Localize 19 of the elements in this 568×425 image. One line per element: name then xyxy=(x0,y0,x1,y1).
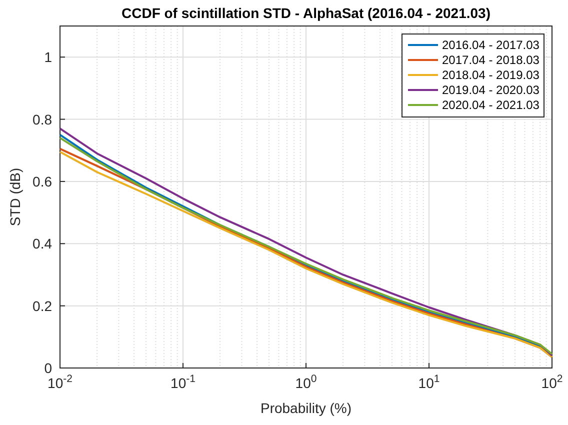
x-tick-label: 10$^{-2}$ xyxy=(48,373,73,391)
y-tick-label: 0.4 xyxy=(32,236,52,252)
y-tick-label: 0.6 xyxy=(32,173,52,190)
x-tick-label: 10$^{1}$ xyxy=(418,373,440,391)
legend-label: 2016.04 - 2017.03 xyxy=(442,38,540,52)
y-tick-label: 1 xyxy=(44,49,52,66)
y-tick-label: 0.8 xyxy=(32,111,52,128)
legend-label: 2018.04 - 2019.03 xyxy=(442,68,540,82)
x-tick-label: 10$^{-1}$ xyxy=(170,373,196,391)
x-tick-label: 10$^{2}$ xyxy=(541,373,563,391)
legend-label: 2019.04 - 2020.03 xyxy=(442,83,540,97)
legend-label: 2020.04 - 2021.03 xyxy=(442,98,540,112)
y-tick-label: 0.2 xyxy=(32,298,52,314)
y-tick-label: 0 xyxy=(44,360,52,376)
y-axis-title: STD (dB) xyxy=(7,168,23,226)
legend-label: 2017.04 - 2018.03 xyxy=(442,53,540,67)
chart-title: CCDF of scintillation STD - AlphaSat (2016.04 - 2021.03) xyxy=(121,5,491,21)
x-tick-label: 10$^{0}$ xyxy=(295,373,317,391)
x-axis-title: Probability (%) xyxy=(260,400,352,416)
